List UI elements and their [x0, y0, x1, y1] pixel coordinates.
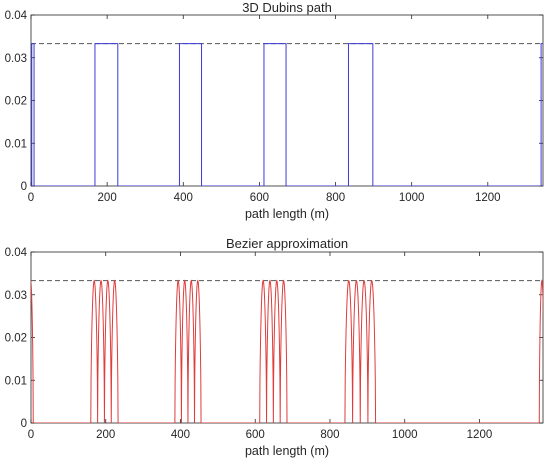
chart-title: 3D Dubins path [242, 0, 332, 15]
x-tick-label: 0 [28, 429, 34, 441]
x-tick-label: 400 [171, 429, 190, 441]
y-tick-label: 0.03 [5, 290, 27, 302]
dubins-path-plot: 3D Dubins path path length (m) 0 200 400 60… [5, 0, 544, 221]
x-tick-label: 1000 [399, 192, 425, 204]
x-tick-label: 600 [250, 192, 269, 204]
y-tick-label: 0.02 [5, 333, 27, 345]
series-line [31, 279, 543, 423]
x-tick-label: 400 [174, 192, 193, 204]
y-tick-label: 0.02 [5, 96, 27, 108]
y-tick-label: 0.04 [5, 247, 28, 259]
x-tick-label: 1200 [475, 192, 501, 204]
bezier-approximation-plot: Bezier approximation path length (m) 0 20… [5, 236, 544, 458]
x-tick-label: 200 [96, 429, 115, 441]
x-tick-label: 1200 [467, 429, 493, 441]
y-tick-label: 0 [21, 418, 27, 430]
y-tick-label: 0.01 [5, 375, 27, 387]
series-line [31, 43, 543, 186]
axes-box [30, 14, 544, 187]
x-tick-label: 800 [326, 192, 345, 204]
x-tick-label: 1000 [392, 429, 418, 441]
x-tick-label: 600 [246, 429, 265, 441]
y-tick-label: 0.01 [5, 138, 27, 150]
x-axis-label: path length (m) [245, 444, 329, 458]
y-tick-label: 0.03 [5, 53, 27, 65]
y-tick-label: 0 [21, 181, 27, 193]
y-tick-label: 0.04 [5, 10, 28, 22]
x-tick-label: 800 [320, 429, 339, 441]
chart-title: Bezier approximation [226, 236, 348, 251]
x-tick-label: 0 [28, 192, 34, 204]
x-tick-label: 200 [98, 192, 117, 204]
x-axis-label: path length (m) [245, 207, 329, 221]
